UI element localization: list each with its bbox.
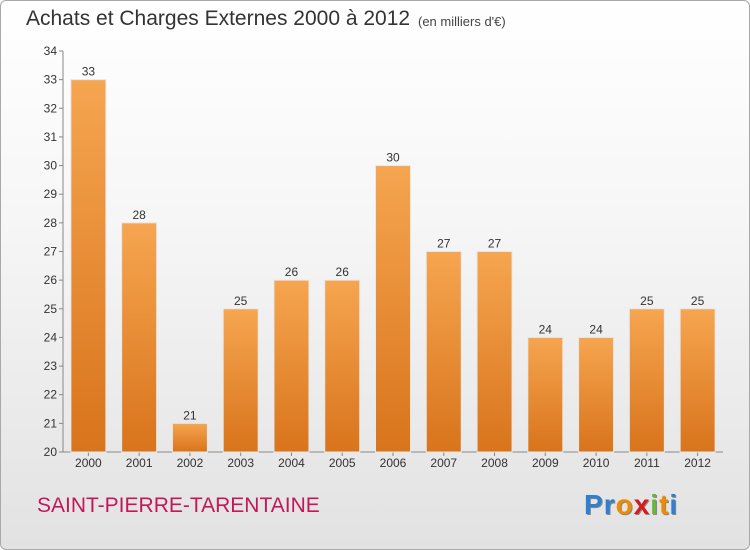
data-label: 28 bbox=[132, 208, 146, 222]
data-label: 25 bbox=[234, 294, 248, 308]
x-tick-label: 2001 bbox=[126, 456, 153, 470]
y-tick-label: 23 bbox=[44, 359, 58, 373]
bar bbox=[476, 251, 513, 453]
chart-title: Achats et Charges Externes 2000 à 2012 bbox=[26, 7, 411, 30]
y-tick-label: 25 bbox=[44, 302, 58, 316]
data-label: 27 bbox=[488, 237, 502, 251]
bar bbox=[324, 279, 361, 453]
y-tick-label: 24 bbox=[44, 330, 58, 344]
data-label: 25 bbox=[691, 294, 705, 308]
data-labels: 33 28 21 25 26 26 30 27 27 24 24 25 25 bbox=[82, 65, 705, 423]
unit-label: (en milliers d'€) bbox=[418, 14, 506, 29]
bar bbox=[628, 308, 665, 453]
x-tick-label: 2000 bbox=[75, 456, 102, 470]
data-label: 26 bbox=[336, 265, 350, 279]
bar bbox=[578, 336, 615, 453]
proxiti-logo: Proxiti bbox=[584, 489, 679, 520]
x-tick-label: 2003 bbox=[227, 456, 254, 470]
data-label: 27 bbox=[437, 237, 451, 251]
y-tick-label: 26 bbox=[44, 273, 58, 287]
x-tick-label: 2012 bbox=[684, 456, 711, 470]
y-tick-label: 30 bbox=[44, 159, 58, 173]
y-tick-label: 32 bbox=[44, 101, 58, 115]
x-tick-label: 2008 bbox=[481, 456, 508, 470]
y-tick-label: 34 bbox=[44, 44, 58, 58]
data-label: 25 bbox=[640, 294, 654, 308]
x-tick-label: 2010 bbox=[583, 456, 610, 470]
y-tick-label: 33 bbox=[44, 73, 58, 87]
y-tick-label: 27 bbox=[44, 245, 58, 259]
data-label: 30 bbox=[386, 151, 400, 165]
bar bbox=[425, 251, 462, 453]
x-tick-labels: 2000 2001 2002 2003 2004 2005 2006 2007 2008 2009… bbox=[75, 456, 711, 470]
bar bbox=[375, 165, 411, 453]
data-label: 26 bbox=[285, 265, 299, 279]
bar bbox=[273, 279, 310, 453]
x-tick-label: 2007 bbox=[430, 456, 457, 470]
bar bbox=[679, 308, 716, 453]
data-label: 24 bbox=[589, 322, 603, 336]
x-tick-label: 2004 bbox=[278, 456, 305, 470]
bar bbox=[70, 79, 107, 453]
bar bbox=[171, 422, 208, 453]
bars bbox=[70, 79, 716, 453]
commune-name: SAINT-PIERRE-TARENTAINE bbox=[37, 494, 320, 517]
y-tick-label: 20 bbox=[44, 445, 58, 459]
y-tick-label: 29 bbox=[44, 187, 58, 201]
data-label: 21 bbox=[183, 408, 197, 422]
y-tick-label: 21 bbox=[44, 416, 58, 430]
x-tick-label: 2009 bbox=[532, 456, 559, 470]
x-tick-label: 2006 bbox=[380, 456, 407, 470]
y-tick-labels: 20 21 22 23 24 25 26 27 28 29 30 31 32 33 34 bbox=[44, 44, 58, 459]
x-tick-label: 2011 bbox=[634, 456, 660, 470]
x-tick-label: 2002 bbox=[177, 456, 204, 470]
y-tick-label: 28 bbox=[44, 216, 58, 230]
y-tick-label: 31 bbox=[44, 130, 58, 144]
data-label: 24 bbox=[539, 322, 553, 336]
bar bbox=[121, 222, 158, 453]
y-tick-label: 22 bbox=[44, 388, 58, 402]
bar bbox=[527, 336, 564, 453]
data-label: 33 bbox=[82, 65, 96, 79]
x-tick-label: 2005 bbox=[329, 456, 356, 470]
bar bbox=[222, 308, 259, 453]
